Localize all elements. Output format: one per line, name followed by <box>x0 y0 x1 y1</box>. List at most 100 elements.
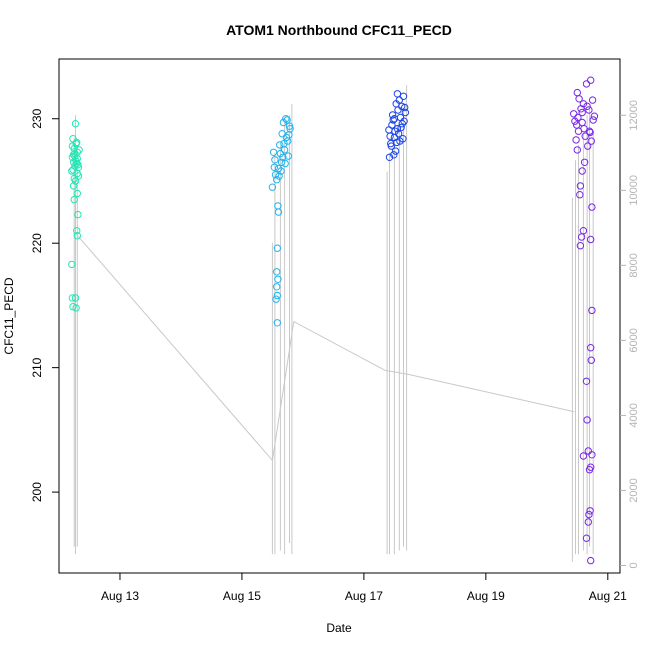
data-point <box>578 118 586 127</box>
data-point <box>273 176 281 184</box>
data-point <box>271 171 280 179</box>
data-point <box>573 146 581 154</box>
data-point <box>394 106 402 114</box>
data-point <box>586 507 594 515</box>
data-point <box>578 108 586 117</box>
data-point <box>586 128 594 137</box>
y2-tick-label: 10000 <box>628 175 640 206</box>
data-point <box>279 153 287 162</box>
data-point <box>73 159 81 168</box>
data-point <box>570 110 578 118</box>
y2-tick-label: 12000 <box>628 100 640 131</box>
data-point <box>392 100 400 108</box>
data-point <box>279 118 288 127</box>
data-point <box>284 152 292 160</box>
data-point <box>270 163 278 172</box>
data-point <box>588 203 596 211</box>
data-point <box>282 133 291 142</box>
data-point <box>269 148 278 157</box>
data-point <box>576 191 584 199</box>
x-tick-label: Aug 13 <box>101 589 139 603</box>
data-point <box>274 164 283 173</box>
points-layer <box>68 76 599 565</box>
data-point <box>390 115 399 123</box>
data-point <box>276 149 285 158</box>
data-point <box>579 452 588 460</box>
data-point <box>388 111 397 119</box>
data-point <box>275 172 283 180</box>
data-point <box>385 126 393 134</box>
data-point <box>274 275 282 283</box>
data-point <box>587 463 595 471</box>
y2-tick-label: 2000 <box>628 478 640 502</box>
data-point <box>285 131 293 139</box>
data-point <box>276 141 284 149</box>
data-point <box>73 138 81 147</box>
y-axis-label: CFC11_PECD <box>2 277 16 354</box>
data-point <box>584 447 592 455</box>
data-point <box>273 319 281 327</box>
data-point <box>277 167 285 175</box>
data-point <box>389 116 397 124</box>
data-point <box>71 120 80 128</box>
data-point <box>273 268 281 276</box>
data-point <box>587 556 595 565</box>
data-point <box>587 235 595 244</box>
x-axis-label: Date <box>326 621 352 635</box>
data-point <box>588 451 596 459</box>
data-point <box>68 260 76 269</box>
data-point <box>584 518 592 526</box>
data-point <box>393 90 402 98</box>
data-point <box>271 156 279 164</box>
data-point <box>590 112 599 120</box>
data-point <box>73 169 82 178</box>
data-point <box>73 189 82 198</box>
data-point <box>574 113 582 122</box>
connector-line-layer <box>76 234 575 462</box>
data-point <box>573 88 581 97</box>
data-point <box>587 344 595 352</box>
data-point <box>400 117 408 125</box>
data-point <box>273 291 281 300</box>
y-tick-label: 230 <box>30 108 44 128</box>
trace-layer <box>73 85 594 562</box>
data-point <box>580 125 588 133</box>
data-point <box>579 227 588 235</box>
y-axis: 200 210 220 230 <box>30 108 59 502</box>
plot-area <box>58 58 621 574</box>
data-point <box>401 103 409 112</box>
data-point <box>396 113 405 122</box>
data-point <box>71 294 80 302</box>
x-axis: Aug 13 Aug 15 Aug 17 Aug 19 Aug 21 <box>101 573 627 603</box>
data-point <box>582 534 591 542</box>
data-point <box>68 294 77 302</box>
y2-tick-label: 4000 <box>628 403 640 427</box>
data-point <box>585 510 593 519</box>
x-tick-label: Aug 21 <box>589 589 627 603</box>
data-point <box>578 167 586 175</box>
data-point <box>282 115 290 123</box>
data-point <box>73 232 82 240</box>
data-point <box>581 132 589 140</box>
y-tick-label: 210 <box>30 357 44 377</box>
data-point <box>280 139 288 148</box>
y-tick-label: 200 <box>30 482 44 502</box>
data-point <box>576 182 585 190</box>
data-point <box>386 132 394 140</box>
data-point <box>277 158 286 167</box>
data-point <box>585 106 593 114</box>
data-point <box>575 95 583 103</box>
data-point <box>399 92 408 101</box>
data-point <box>73 227 81 235</box>
data-point <box>588 306 596 315</box>
data-point <box>582 80 591 88</box>
data-point <box>71 177 80 185</box>
data-point <box>580 158 589 167</box>
data-point <box>572 136 580 144</box>
data-point <box>69 135 77 143</box>
data-point <box>272 295 280 303</box>
data-point <box>393 125 402 133</box>
x-tick-label: Aug 19 <box>467 589 505 603</box>
data-point <box>70 195 78 204</box>
